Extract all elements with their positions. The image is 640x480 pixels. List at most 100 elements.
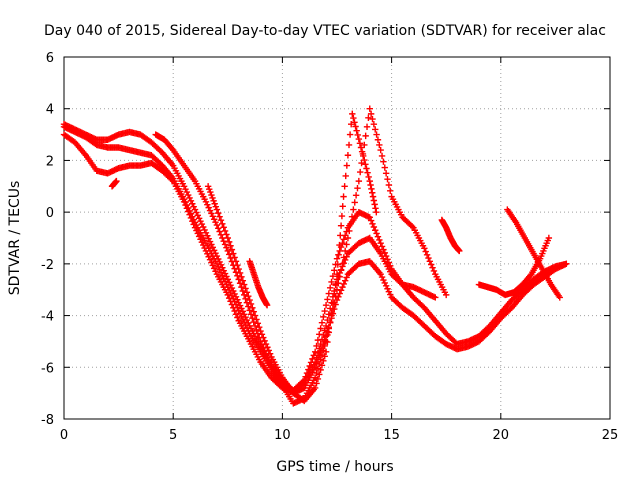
data-point-marker xyxy=(219,220,226,227)
data-point-marker xyxy=(204,201,211,208)
data-point-marker xyxy=(305,366,312,373)
data-point-marker xyxy=(341,247,349,255)
data-point-marker xyxy=(333,286,341,293)
data-point-marker xyxy=(185,204,192,212)
data-point-marker xyxy=(326,319,334,326)
data-point-marker xyxy=(362,132,369,140)
data-point-marker xyxy=(426,258,434,265)
data-point-marker xyxy=(302,373,309,380)
data-point-marker xyxy=(385,259,393,266)
data-point-marker xyxy=(202,198,210,205)
data-point-marker xyxy=(339,203,346,210)
data-point-marker xyxy=(205,235,212,242)
data-point-marker xyxy=(344,234,352,242)
data-point-marker xyxy=(321,342,328,350)
data-point-marker xyxy=(361,141,368,149)
data-point-marker xyxy=(213,206,221,213)
data-point-marker xyxy=(329,272,337,280)
data-point-marker xyxy=(221,241,229,248)
data-point-marker xyxy=(369,189,376,196)
grid-lines xyxy=(64,57,610,419)
data-point-marker xyxy=(337,267,345,274)
data-point-marker xyxy=(366,214,373,221)
data-point-marker xyxy=(336,290,343,297)
data-point-marker xyxy=(423,251,431,259)
data-point-marker xyxy=(264,344,271,351)
data-point-marker xyxy=(378,152,386,160)
data-point-marker xyxy=(255,324,263,331)
data-point-marker xyxy=(351,119,358,126)
data-point-marker xyxy=(322,302,330,309)
data-point-marker xyxy=(299,378,307,385)
data-point-marker xyxy=(377,271,384,278)
series-track-6 xyxy=(438,216,463,255)
data-point-marker xyxy=(234,261,241,269)
data-point-marker xyxy=(325,290,333,297)
y-tick-label: 4 xyxy=(46,103,54,118)
data-point-marker xyxy=(219,264,226,271)
x-tick-label: 20 xyxy=(493,428,510,443)
data-point-marker xyxy=(234,296,241,303)
data-point-marker xyxy=(430,267,438,275)
data-point-marker xyxy=(380,276,387,284)
data-point-marker xyxy=(309,355,316,363)
data-point-marker xyxy=(317,366,324,374)
data-point-marker xyxy=(215,255,222,263)
data-point-marker xyxy=(408,223,416,230)
data-point-marker xyxy=(180,196,188,203)
data-point-marker xyxy=(354,131,361,139)
data-point-marker xyxy=(193,209,200,216)
data-point-marker xyxy=(374,136,382,143)
data-point-marker xyxy=(337,232,344,239)
data-point-marker xyxy=(210,197,217,205)
data-point-marker xyxy=(329,305,337,313)
axis-ticks: 0 5 10 15 20 25 -8 -6 -4 -2 0 2 4 6 xyxy=(41,51,618,443)
data-point-marker xyxy=(253,316,260,323)
data-point-marker xyxy=(243,289,251,296)
data-point-marker xyxy=(242,285,249,292)
data-point-marker xyxy=(249,304,256,312)
data-point-marker xyxy=(182,185,189,193)
data-point-marker xyxy=(266,350,274,357)
data-point-marker xyxy=(354,185,361,192)
data-point-marker xyxy=(225,238,233,246)
data-point-marker xyxy=(384,175,391,183)
data-point-marker xyxy=(265,347,272,354)
data-point-marker xyxy=(328,309,335,317)
data-point-marker xyxy=(238,273,245,280)
data-point-marker xyxy=(209,213,216,220)
data-point-marker xyxy=(209,194,216,202)
data-point-marker xyxy=(332,280,339,288)
data-point-marker xyxy=(189,213,196,220)
data-point-marker xyxy=(206,238,214,245)
data-point-marker xyxy=(231,290,238,298)
y-tick-label: -8 xyxy=(41,413,54,428)
data-point-marker xyxy=(216,228,223,235)
data-point-marker xyxy=(242,313,249,321)
data-point-marker xyxy=(213,221,221,229)
data-point-marker xyxy=(220,267,227,274)
data-point-marker xyxy=(254,320,262,327)
data-point-marker xyxy=(230,250,237,257)
y-tick-label: -2 xyxy=(41,258,54,273)
data-point-marker xyxy=(314,336,322,344)
data-point-marker xyxy=(335,251,342,259)
data-point-marker xyxy=(321,307,328,315)
y-axis-title: SDTVAR / TECUs xyxy=(7,181,23,296)
data-point-marker xyxy=(303,369,311,377)
data-point-marker xyxy=(377,239,384,247)
data-point-marker xyxy=(227,242,234,249)
data-point-marker xyxy=(372,205,379,212)
series-track-8 xyxy=(475,234,553,299)
data-point-marker xyxy=(251,312,259,319)
data-point-marker xyxy=(210,216,218,223)
data-point-marker xyxy=(350,114,357,122)
data-point-marker xyxy=(432,294,439,301)
data-point-marker xyxy=(349,110,356,118)
data-point-marker xyxy=(322,348,330,355)
data-point-marker xyxy=(429,264,436,271)
data-point-marker xyxy=(212,218,219,226)
series-track-5 xyxy=(204,110,380,405)
data-point-marker xyxy=(189,200,196,207)
data-point-marker xyxy=(208,241,215,248)
